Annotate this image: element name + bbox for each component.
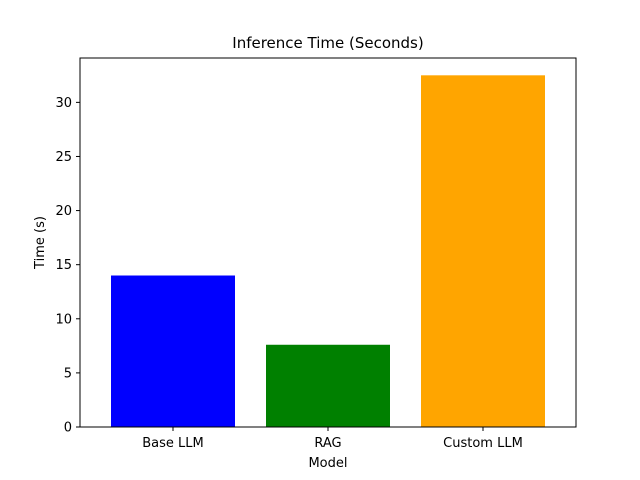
x-tick-label: RAG <box>314 436 341 451</box>
y-axis-ticks: 0 5 10 15 20 25 30 <box>55 96 80 436</box>
y-tick-label: 25 <box>55 150 72 165</box>
x-axis-ticks: Base LLM RAG Custom LLM <box>142 427 523 451</box>
x-tick-label: Custom LLM <box>443 436 523 451</box>
bars-group <box>111 75 545 427</box>
bar-custom-llm <box>421 75 545 427</box>
y-tick-label: 30 <box>55 96 72 111</box>
y-tick-label: 0 <box>64 421 72 436</box>
x-tick-label: Base LLM <box>142 436 204 451</box>
bar-rag <box>266 344 390 427</box>
x-axis-label: Model <box>308 456 347 471</box>
y-tick-label: 10 <box>55 312 72 327</box>
y-tick-label: 5 <box>64 366 72 381</box>
chart-title: Inference Time (Seconds) <box>232 34 423 52</box>
bar-base-llm <box>111 275 235 427</box>
y-tick-label: 15 <box>55 258 72 273</box>
y-axis-label: Time (s) <box>33 216 48 270</box>
y-tick-label: 20 <box>55 204 72 219</box>
